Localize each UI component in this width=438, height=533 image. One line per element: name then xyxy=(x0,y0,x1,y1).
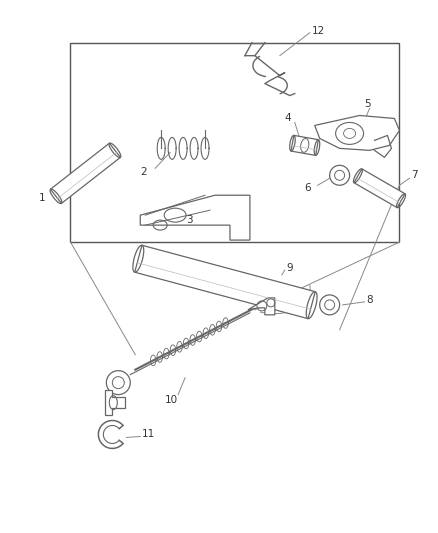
Text: 6: 6 xyxy=(305,183,311,193)
Polygon shape xyxy=(140,195,250,240)
Text: 1: 1 xyxy=(39,193,45,203)
Text: 11: 11 xyxy=(142,430,155,440)
Text: 5: 5 xyxy=(364,99,371,109)
Polygon shape xyxy=(291,135,318,156)
Text: 8: 8 xyxy=(367,295,373,305)
Polygon shape xyxy=(106,390,125,415)
Polygon shape xyxy=(135,245,315,319)
Polygon shape xyxy=(50,143,120,204)
Polygon shape xyxy=(248,298,275,315)
Text: 4: 4 xyxy=(285,114,291,124)
Text: 7: 7 xyxy=(411,170,418,180)
Text: 3: 3 xyxy=(186,215,193,225)
Polygon shape xyxy=(314,116,399,150)
Text: 12: 12 xyxy=(312,26,325,36)
Text: 2: 2 xyxy=(140,167,147,177)
Polygon shape xyxy=(354,169,405,208)
Text: 10: 10 xyxy=(165,394,178,405)
Bar xyxy=(71,43,399,242)
Text: 9: 9 xyxy=(287,263,293,273)
